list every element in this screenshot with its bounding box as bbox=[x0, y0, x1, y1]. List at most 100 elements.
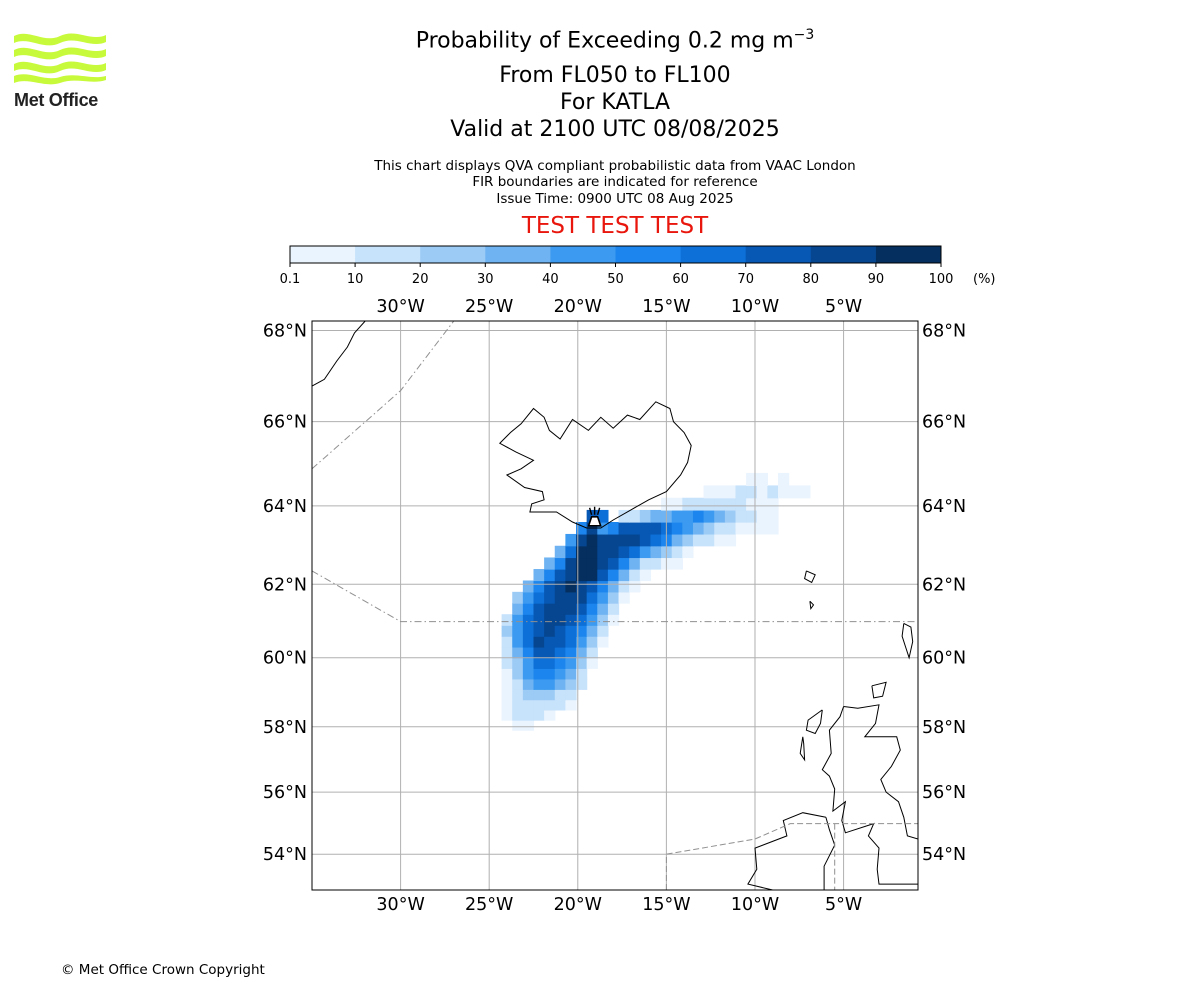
probability-cell bbox=[746, 485, 758, 499]
probability-cell bbox=[799, 485, 811, 499]
logo-wave-4 bbox=[14, 74, 106, 85]
probability-cell bbox=[554, 614, 566, 626]
probability-cell bbox=[735, 509, 747, 523]
probability-cell bbox=[576, 557, 588, 570]
colorbar-tick-label: 60 bbox=[672, 272, 689, 287]
probability-cell bbox=[639, 545, 652, 559]
latitude-label: 56°N bbox=[263, 783, 307, 803]
probability-cell bbox=[597, 545, 609, 559]
colorbar-tick-label: 100 bbox=[929, 272, 954, 287]
logo-wave-3 bbox=[14, 61, 106, 74]
probability-cell bbox=[512, 636, 524, 648]
probability-cell bbox=[714, 485, 726, 499]
probability-cell bbox=[512, 591, 524, 604]
probability-cell bbox=[501, 689, 513, 701]
test-banner: TEST TEST TEST bbox=[521, 213, 709, 239]
probability-cell bbox=[522, 580, 535, 593]
probability-cell bbox=[756, 521, 768, 535]
probability-cell bbox=[650, 521, 662, 535]
probability-cell bbox=[682, 509, 694, 523]
chart-title-exponent: −3 bbox=[793, 27, 815, 43]
probability-cell bbox=[639, 557, 652, 570]
probability-cell bbox=[576, 614, 588, 626]
probability-cell bbox=[618, 557, 630, 570]
probability-cell bbox=[703, 485, 715, 499]
probability-cell bbox=[629, 545, 641, 559]
probability-cell bbox=[778, 485, 790, 499]
probability-cell bbox=[533, 591, 545, 604]
probability-cell bbox=[544, 636, 556, 648]
probability-cell bbox=[544, 678, 556, 690]
probability-cell bbox=[512, 699, 524, 711]
probability-cell bbox=[586, 533, 598, 547]
probability-cell bbox=[576, 668, 588, 680]
probability-cell bbox=[714, 509, 726, 523]
latitude-label: 62°N bbox=[922, 575, 966, 595]
colorbar-tick-label: 10 bbox=[347, 272, 364, 287]
probability-cell bbox=[565, 646, 577, 659]
latitude-label: 54°N bbox=[263, 845, 307, 865]
probability-cell bbox=[597, 509, 609, 523]
met-office-logo: Met Office bbox=[14, 30, 109, 112]
probability-cell bbox=[597, 591, 609, 604]
probability-cell bbox=[565, 545, 577, 559]
probability-cell bbox=[671, 521, 683, 535]
probability-cell bbox=[554, 591, 566, 604]
probability-cell bbox=[533, 646, 545, 659]
longitude-label: 15°W bbox=[642, 297, 690, 317]
probability-cell bbox=[586, 614, 598, 626]
probability-cell bbox=[767, 485, 779, 499]
colorbar-bin bbox=[420, 246, 486, 263]
colorbar-unit-label: (%) bbox=[973, 272, 996, 287]
probability-cell bbox=[703, 521, 715, 535]
probability-cell bbox=[554, 557, 566, 570]
probability-cell bbox=[692, 533, 705, 547]
probability-cell bbox=[618, 580, 630, 593]
probability-cell bbox=[607, 603, 620, 615]
probability-cell bbox=[629, 521, 641, 535]
latitude-label: 54°N bbox=[922, 845, 966, 865]
probability-cell bbox=[576, 603, 588, 615]
latitude-label: 58°N bbox=[263, 718, 307, 738]
probability-cell bbox=[512, 625, 524, 637]
coastline-greenland bbox=[312, 321, 366, 387]
colorbar-tick-label: 50 bbox=[607, 272, 624, 287]
probability-cell bbox=[576, 545, 588, 559]
probability-cell bbox=[501, 699, 513, 711]
probability-cell bbox=[565, 580, 577, 593]
probability-cell bbox=[554, 569, 566, 582]
probability-cell bbox=[533, 625, 545, 637]
probability-cell bbox=[639, 521, 652, 535]
probability-cell bbox=[756, 472, 768, 487]
probability-cell bbox=[576, 625, 588, 637]
probability-cell bbox=[682, 497, 694, 511]
probability-cell bbox=[586, 625, 598, 637]
probability-cell bbox=[565, 668, 577, 680]
probability-cell bbox=[607, 614, 620, 626]
longitude-label: 15°W bbox=[642, 895, 690, 915]
coastline-faroe-a bbox=[804, 570, 816, 584]
probability-cell bbox=[629, 533, 641, 547]
probability-cell bbox=[501, 636, 513, 648]
probability-cell bbox=[724, 533, 737, 547]
info-line-issue-time: Issue Time: 0900 UTC 08 Aug 2025 bbox=[496, 191, 734, 207]
probability-cell bbox=[522, 614, 535, 626]
probability-cell bbox=[533, 678, 545, 690]
probability-cell bbox=[544, 709, 556, 721]
probability-cell bbox=[650, 509, 662, 523]
probability-cell bbox=[607, 591, 620, 604]
coastline-uist bbox=[799, 736, 806, 762]
probability-cell bbox=[522, 668, 535, 680]
colorbar-tick-label: 90 bbox=[868, 272, 885, 287]
probability-cell bbox=[618, 569, 630, 582]
colorbar-tick-label: 30 bbox=[477, 272, 494, 287]
volcano-title: For KATLA bbox=[560, 90, 670, 115]
probability-cell bbox=[565, 625, 577, 637]
latitude-label: 58°N bbox=[922, 718, 966, 738]
probability-cell bbox=[533, 657, 545, 669]
latitude-label: 60°N bbox=[263, 649, 307, 669]
probability-cell bbox=[639, 569, 652, 582]
probability-cell bbox=[512, 657, 524, 669]
probability-cell bbox=[682, 533, 694, 547]
longitude-label: 20°W bbox=[554, 297, 602, 317]
